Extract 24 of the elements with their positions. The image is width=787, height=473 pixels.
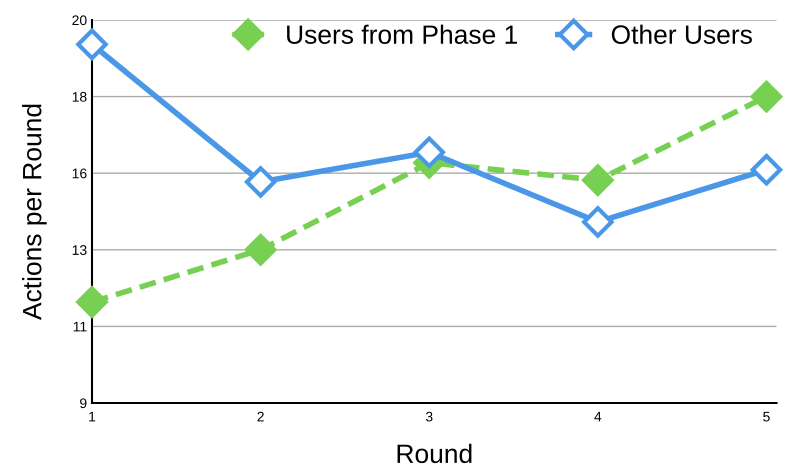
x-tick-label: 4 [594, 412, 602, 422]
x-axis-title: Round [398, 444, 472, 464]
point [413, 136, 446, 168]
y-axis-title: Actions per Round [22, 104, 47, 320]
point [750, 80, 782, 112]
y-tick-label: 11 [74, 322, 86, 332]
point [244, 234, 276, 266]
point [244, 166, 276, 198]
point [76, 286, 108, 318]
point [76, 28, 108, 60]
legend-label: Other Users [612, 24, 752, 44]
x-tick-label: 5 [763, 412, 770, 422]
x-tick-label: 2 [257, 412, 264, 422]
y-tick-label: 9 [80, 398, 86, 408]
point [750, 154, 782, 186]
point [582, 206, 614, 238]
y-tick-label: 20 [72, 15, 87, 26]
y-tick-label: 18 [72, 92, 87, 102]
y-tick-label: 16 [72, 168, 87, 178]
x-tick-label: 3 [426, 412, 432, 422]
point [582, 164, 614, 196]
legend-label: Users from Phase 1 [287, 24, 517, 44]
x-tick-label: 1 [89, 412, 96, 422]
y-tick-label: 13 [72, 245, 87, 255]
